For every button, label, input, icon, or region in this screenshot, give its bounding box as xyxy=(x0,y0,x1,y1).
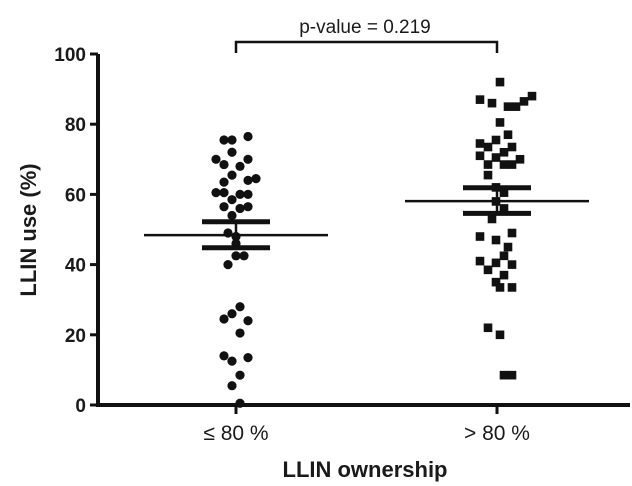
data-point-circle xyxy=(235,189,245,199)
data-point-square xyxy=(483,265,493,275)
data-point-circle xyxy=(219,314,229,324)
data-point-square xyxy=(503,102,513,111)
data-point-circle xyxy=(219,351,229,361)
data-point-square xyxy=(499,251,509,261)
data-point-square xyxy=(483,323,493,333)
data-point-square xyxy=(507,228,517,238)
data-point-circle xyxy=(227,381,237,391)
data-point-square xyxy=(487,214,497,224)
data-point-square xyxy=(503,242,513,252)
data-point-square xyxy=(495,283,505,292)
x-tick-label: ≤ 80 % xyxy=(203,422,268,445)
data-point-circle xyxy=(227,356,237,366)
data-point-circle xyxy=(227,147,237,157)
mean-sem-bars xyxy=(144,185,589,251)
data-points xyxy=(211,77,537,408)
y-tick-label: 40 xyxy=(65,256,86,277)
data-point-circle xyxy=(235,161,245,171)
data-point-square xyxy=(511,102,521,111)
data-point-square xyxy=(495,118,505,127)
data-point-circle xyxy=(243,154,253,164)
data-point-square xyxy=(495,77,505,87)
data-point-circle xyxy=(227,210,237,221)
data-point-circle xyxy=(219,202,229,212)
x-tick-label: > 80 % xyxy=(464,422,530,445)
data-point-square xyxy=(491,135,501,145)
data-point-square xyxy=(475,151,485,161)
data-point-square xyxy=(507,142,517,152)
data-point-circle xyxy=(211,188,221,198)
data-point-square xyxy=(527,91,537,101)
data-point-square xyxy=(475,256,485,266)
data-point-circle xyxy=(235,203,245,214)
data-point-square xyxy=(499,160,509,169)
data-point-circle xyxy=(243,189,253,199)
data-point-circle xyxy=(239,251,249,261)
axes: 0 20 40 60 80 100 ≤ 80 % > 80 % xyxy=(54,40,630,445)
data-point-square xyxy=(507,260,517,269)
data-point-circle xyxy=(243,131,253,142)
data-point-circle xyxy=(243,202,253,212)
data-point-square xyxy=(499,370,509,380)
data-point-circle xyxy=(231,251,241,261)
y-tick-label: 0 xyxy=(75,396,86,417)
data-point-circle xyxy=(235,398,245,408)
data-point-circle xyxy=(227,195,237,205)
labels: LLIN use (%) LLIN ownership p-value = 0.… xyxy=(16,17,448,482)
data-point-square xyxy=(507,283,517,292)
data-point-square xyxy=(483,142,493,152)
data-point-square xyxy=(499,147,509,157)
data-point-circle xyxy=(235,328,245,338)
data-point-square xyxy=(475,95,485,104)
data-point-square xyxy=(491,258,501,268)
y-axis-title: LLIN use (%) xyxy=(16,163,41,296)
data-point-square xyxy=(491,235,501,245)
data-point-square xyxy=(475,139,485,148)
data-point-square xyxy=(499,270,509,280)
data-point-square xyxy=(491,153,501,162)
data-point-circle xyxy=(243,353,253,363)
data-point-circle xyxy=(219,188,229,198)
data-point-circle xyxy=(219,135,229,145)
data-point-square xyxy=(475,232,485,241)
p-value-annotation: p-value = 0.219 xyxy=(299,17,431,38)
data-point-circle xyxy=(227,309,237,319)
data-point-circle xyxy=(243,316,253,326)
data-point-circle xyxy=(219,177,229,187)
data-point-circle xyxy=(251,174,261,184)
data-point-circle xyxy=(235,302,245,312)
data-point-square xyxy=(491,277,501,287)
data-point-circle xyxy=(227,135,237,145)
y-tick-label: 100 xyxy=(54,45,86,66)
data-point-circle xyxy=(223,260,233,270)
data-point-square xyxy=(507,370,517,380)
data-point-circle xyxy=(227,170,237,180)
data-point-circle xyxy=(219,159,229,170)
data-point-circle xyxy=(243,175,253,185)
data-point-square xyxy=(495,330,505,340)
y-tick-label: 60 xyxy=(65,185,86,206)
data-point-square xyxy=(503,130,513,140)
y-tick-label: 80 xyxy=(65,115,86,136)
data-point-square xyxy=(519,97,529,106)
data-point-circle xyxy=(235,370,245,380)
significance-bracket xyxy=(234,40,499,53)
y-tick-label: 20 xyxy=(65,326,86,347)
data-point-square xyxy=(483,160,493,169)
data-point-square xyxy=(515,155,525,164)
x-axis-title: LLIN ownership xyxy=(283,457,448,482)
data-point-square xyxy=(499,204,509,213)
data-point-square xyxy=(499,188,509,197)
data-point-square xyxy=(507,160,517,169)
data-point-square xyxy=(487,98,497,108)
data-point-circle xyxy=(211,154,221,164)
data-point-square xyxy=(483,170,493,180)
